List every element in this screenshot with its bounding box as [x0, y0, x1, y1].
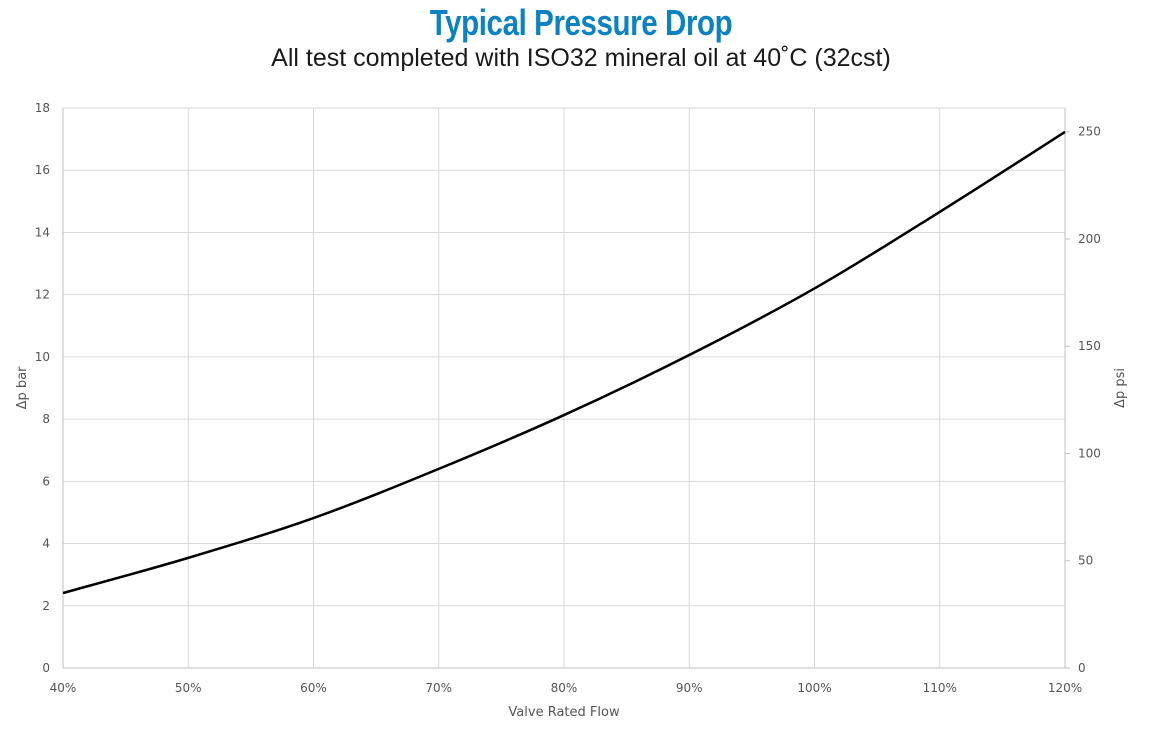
y2-tick-label: 250 — [1078, 125, 1101, 139]
chart-subtitle: All test completed with ISO32 mineral oi… — [271, 44, 891, 72]
y2-tick-label: 200 — [1078, 232, 1101, 246]
y-tick-label: 14 — [35, 225, 50, 239]
x-tick-label: 110% — [923, 681, 957, 695]
y-tick-label: 2 — [42, 599, 50, 613]
y2-axis-title: Δp psi — [1113, 368, 1128, 408]
y-tick-label: 4 — [42, 537, 50, 551]
chart-title: Typical Pressure Drop — [429, 2, 733, 43]
y-tick-label: 16 — [35, 163, 50, 177]
x-tick-label: 90% — [676, 681, 703, 695]
x-tick-label: 40% — [50, 681, 77, 695]
tick-labels: 0 2 4 6 8 10 12 14 16 18 40% 50% 60% 70% 80% 90% 100% 110… — [35, 101, 1101, 695]
x-tick-label: 80% — [551, 681, 578, 695]
x-tick-label: 70% — [425, 681, 452, 695]
series — [62, 130, 1066, 595]
y2-tick-label: 150 — [1078, 339, 1101, 353]
x-axis-title: Valve Rated Flow — [508, 705, 620, 720]
pressure-drop-line — [62, 130, 1066, 595]
y-tick-label: 10 — [35, 350, 50, 364]
y-tick-label: 6 — [42, 474, 50, 488]
y2-tick-label: 0 — [1078, 661, 1086, 675]
y-tick-label: 0 — [42, 661, 50, 675]
axes — [62, 108, 1070, 669]
y2-tick-label: 50 — [1078, 554, 1093, 568]
y2-tick-label: 100 — [1078, 446, 1101, 460]
x-tick-label: 100% — [797, 681, 831, 695]
y-axis-title: Δp bar — [15, 366, 30, 409]
x-tick-label: 50% — [175, 681, 202, 695]
x-tick-label: 60% — [300, 681, 327, 695]
x-tick-label: 120% — [1048, 681, 1082, 695]
y-tick-label: 8 — [42, 412, 50, 426]
grid — [63, 107, 1065, 668]
y-tick-label: 18 — [35, 101, 50, 115]
y-tick-label: 12 — [35, 288, 50, 302]
